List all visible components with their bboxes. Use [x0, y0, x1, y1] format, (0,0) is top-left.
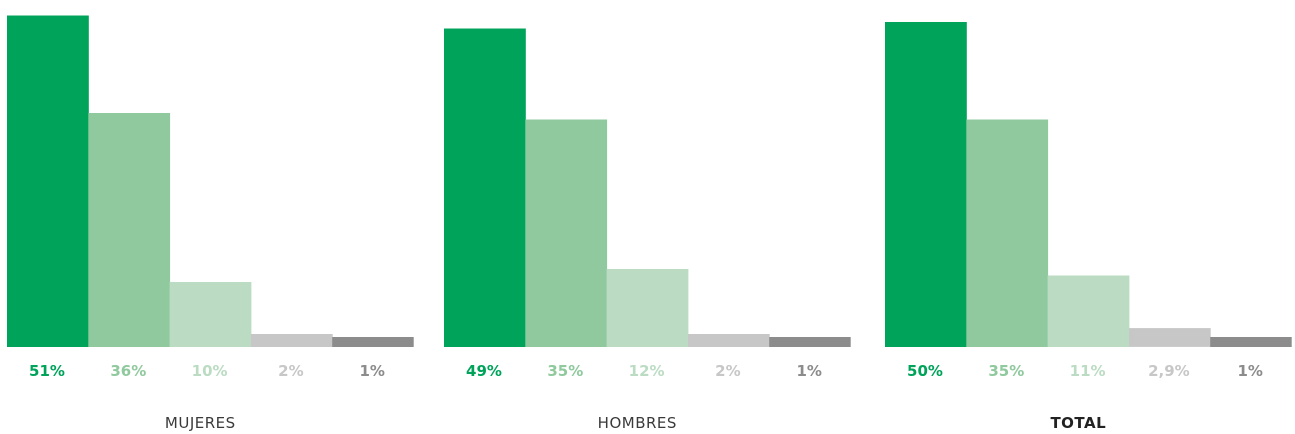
bar-2-2: [1047, 275, 1130, 347]
chart-title-0: MUJERES: [165, 414, 236, 432]
bar-1-0: [444, 28, 526, 347]
chart-group-2: 50% 35% 11% 2,9% 1% TOTAL: [885, 22, 1292, 432]
value-label-1-0: 49%: [466, 362, 502, 380]
bar-0-4: [332, 337, 414, 347]
bar-1-2: [606, 269, 689, 347]
bar-2-1: [966, 119, 1049, 347]
value-label-1-2: 12%: [629, 362, 665, 380]
bar-1-4: [769, 337, 851, 347]
value-label-0-3: 2%: [278, 362, 303, 380]
value-label-1-1: 35%: [547, 362, 583, 380]
value-label-2-3: 2,9%: [1148, 362, 1190, 380]
bar-2-4: [1210, 337, 1292, 347]
bar-0-1: [88, 113, 171, 347]
bar-0-3: [250, 334, 333, 347]
chart-title-1: HOMBRES: [598, 414, 677, 432]
bar-1-1: [525, 119, 608, 347]
bar-2-3: [1128, 328, 1211, 347]
value-label-0-4: 1%: [359, 362, 384, 380]
value-label-1-3: 2%: [715, 362, 740, 380]
value-label-2-0: 50%: [907, 362, 943, 380]
value-label-2-1: 35%: [988, 362, 1024, 380]
chart-group-1: 49% 35% 12% 2% 1% HOMBRES: [444, 28, 851, 432]
bar-2-0: [885, 22, 967, 347]
value-label-0-0: 51%: [29, 362, 65, 380]
value-label-0-2: 10%: [192, 362, 228, 380]
bar-1-3: [687, 334, 770, 347]
bar-0-0: [7, 15, 89, 347]
chart-title-2: TOTAL: [1050, 414, 1106, 432]
value-label-2-4: 1%: [1237, 362, 1262, 380]
value-label-1-4: 1%: [796, 362, 821, 380]
value-label-2-2: 11%: [1070, 362, 1106, 380]
value-label-0-1: 36%: [110, 362, 146, 380]
chart-group-0: 51% 36% 10% 2% 1% MUJERES: [7, 15, 414, 432]
bar-0-2: [169, 282, 252, 347]
